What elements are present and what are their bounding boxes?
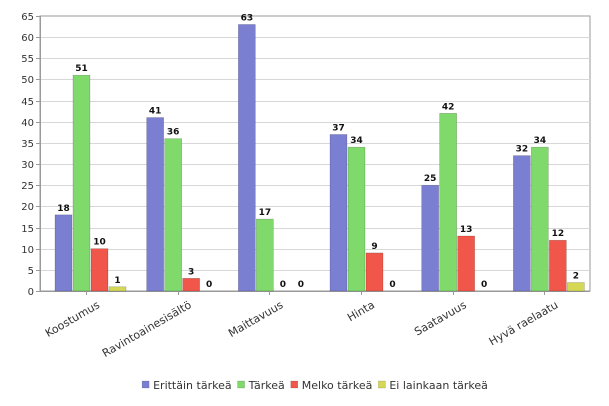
data-label-1-1: 36 [167,128,180,138]
bar-2-1 [256,218,274,292]
bar-1-1 [164,138,182,292]
y-tick-label: 5 [28,266,34,277]
data-label-2-0: 63 [241,13,254,23]
bar-5-1 [531,146,549,292]
y-tick-label: 35 [21,139,34,150]
bar-1-0 [146,117,164,292]
legend-label-0: Erittäin tärkeä [153,379,231,392]
bar-3-0 [329,134,348,292]
y-tick-label: 60 [21,33,34,44]
y-tick-label: 30 [21,160,34,171]
legend-label-1: Tärkeä [248,379,285,392]
data-label-1-2: 3 [188,267,194,277]
bar-4-0 [421,184,439,292]
data-label-1-3: 0 [206,280,212,290]
data-label-0-0: 18 [57,204,70,214]
y-tick-label: 45 [21,97,34,108]
data-label-0-1: 51 [75,64,88,74]
bar-0-3 [108,286,127,292]
x-category-label: Koostumus [43,298,102,340]
y-tick-label: 50 [21,75,34,86]
data-label-5-2: 12 [552,229,565,239]
data-label-0-3: 1 [114,276,120,286]
bar-5-0 [513,155,531,292]
y-tick-label: 25 [21,181,34,192]
bar-4-1 [439,113,457,292]
data-label-5-1: 34 [534,136,547,146]
data-label-4-2: 13 [460,225,473,235]
x-category-label: Hyvä raelaatu [487,298,561,348]
legend-swatch-3 [378,380,386,389]
data-label-3-0: 37 [332,123,345,133]
bar-0-1 [72,74,91,292]
x-category-label: Ravintoainesisältö [100,298,194,360]
bar-3-2 [365,252,384,292]
plot-area [39,15,591,292]
legend-swatch-0 [141,380,150,389]
data-label-4-3: 0 [481,280,487,290]
data-label-4-0: 25 [424,174,437,184]
y-tick-label: 20 [21,202,34,213]
data-label-1-0: 41 [149,107,162,117]
data-label-3-3: 0 [389,280,395,290]
gridlines [39,15,591,292]
legend-swatch-2 [290,380,299,389]
data-labels: 18 51 10 1 41 36 3 0 63 17 0 0 37 34 9 0 25 42 13 0 32 34 12 2 [57,13,579,290]
y-tick-label: 55 [21,54,34,65]
data-label-0-2: 10 [93,238,106,248]
legend-label-2: Melko tärkeä [302,379,373,392]
bar-2-0 [238,24,256,292]
bar-5-3 [567,282,585,292]
x-category-label: Maittavuus [226,298,285,340]
bar-4-2 [457,235,475,292]
x-category-label: Hinta [345,298,377,324]
legend: Erittäin tärkeä Tärkeä Melko tärkeä Ei lain… [141,379,488,392]
legend-swatch-1 [237,380,245,389]
bar-1-2 [182,278,200,292]
bar-5-2 [549,239,567,292]
data-label-2-1: 17 [259,208,272,218]
x-category-label: Saatavuus [412,298,469,338]
y-tick-label: 10 [21,245,34,256]
bar-3-1 [347,146,366,292]
data-label-2-3: 0 [298,280,304,290]
bar-0-2 [90,248,109,292]
data-label-3-2: 9 [371,242,377,252]
data-label-5-0: 32 [516,145,529,155]
y-tick-label: 65 [21,12,34,23]
bar-0-0 [54,214,73,292]
legend-label-3: Ei lainkaan tärkeä [389,379,488,392]
data-label-2-2: 0 [280,280,286,290]
data-label-4-1: 42 [442,102,455,112]
data-label-5-3: 2 [573,272,579,282]
data-label-3-1: 34 [350,136,363,146]
y-tick-label: 40 [21,118,34,129]
y-tick-label: 0 [28,287,34,298]
bars [54,24,585,292]
y-tick-label: 15 [21,224,34,235]
